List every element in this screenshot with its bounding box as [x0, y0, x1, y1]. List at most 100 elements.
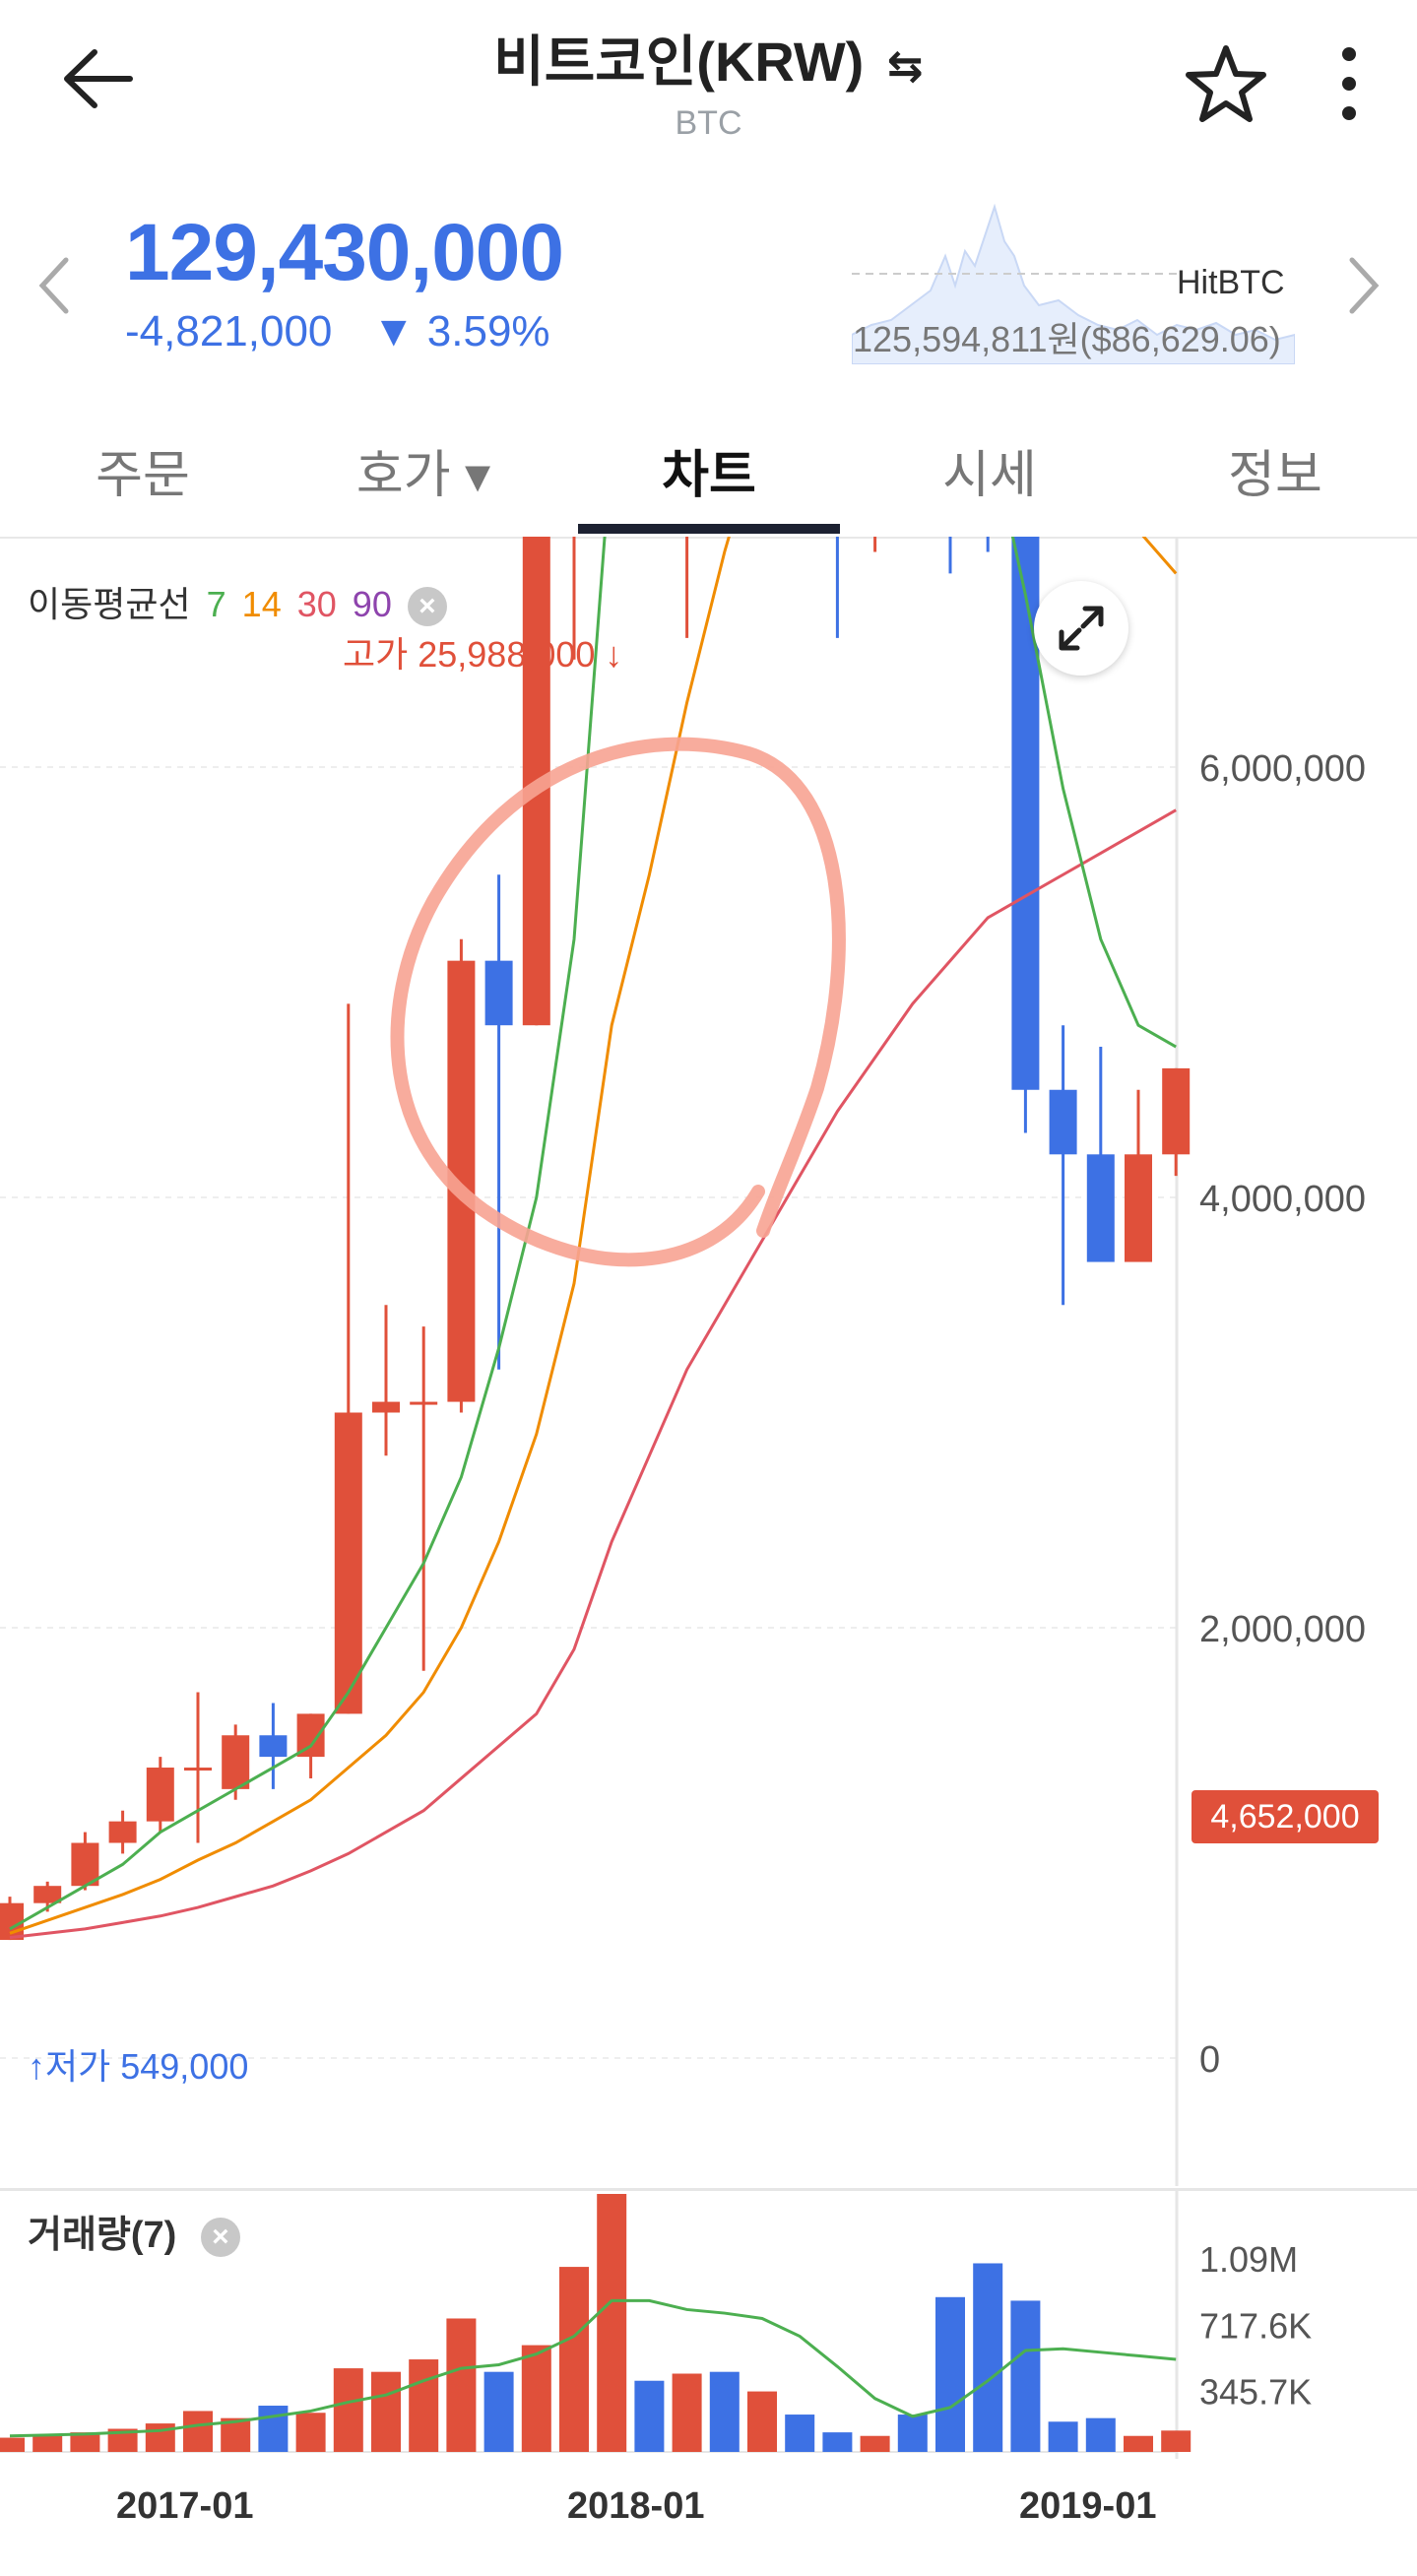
candlestick-chart[interactable]: 28,000,00026,000,00024,000,00022,000,000…	[0, 537, 1417, 2186]
ma7-line	[9, 537, 1177, 1931]
volume-bar	[747, 2391, 777, 2452]
mini-sparkline-chart	[852, 203, 1295, 364]
tab-market-price[interactable]: 시세	[942, 447, 1037, 504]
more-vertical-icon	[1342, 47, 1356, 120]
price-change: -4,821,000	[125, 307, 333, 355]
candle-body	[184, 1768, 212, 1771]
star-icon	[1186, 45, 1266, 122]
ma-legend-label: 이동평균선	[28, 584, 191, 624]
volume-bar	[559, 2267, 589, 2452]
chevron-right-icon	[1349, 257, 1380, 314]
price-change-percent: ▼ 3.59%	[372, 307, 550, 355]
volume-bar	[634, 2380, 665, 2452]
close-icon[interactable]: ×	[407, 587, 447, 627]
candle-body	[334, 1412, 362, 1714]
volume-bar	[785, 2415, 815, 2452]
next-coin-button[interactable]	[1334, 246, 1393, 325]
ma-period-7: 7	[206, 584, 226, 624]
candle-body	[410, 1401, 438, 1405]
coin-symbol: BTC	[675, 104, 742, 142]
volume-bar	[446, 2318, 477, 2452]
volume-bar	[258, 2406, 289, 2452]
volume-bar	[483, 2371, 514, 2452]
volume-tick-label: 1.09M	[1199, 2239, 1298, 2280]
candle-body	[372, 1401, 400, 1413]
volume-bar	[1124, 2435, 1153, 2452]
volume-bar	[860, 2435, 890, 2452]
volume-bar	[107, 2428, 138, 2452]
back-arrow-icon	[64, 49, 133, 108]
volume-bar	[1010, 2300, 1041, 2452]
x-tick-label: 2017-01	[116, 2485, 254, 2527]
volume-bar	[973, 2263, 1003, 2452]
more-menu-button[interactable]	[1310, 30, 1388, 138]
candle-body	[1049, 1089, 1077, 1155]
volume-bar	[597, 2194, 627, 2452]
x-tick-label: 2019-01	[1019, 2485, 1157, 2527]
current-price: 129,430,000	[125, 208, 564, 297]
volume-bar	[1048, 2421, 1078, 2452]
volume-legend-label: 거래량(7)	[28, 2215, 177, 2256]
volume-bar	[295, 2413, 326, 2452]
volume-chart[interactable]: 1.09M 717.6K 345.7K	[0, 2191, 1417, 2459]
back-button[interactable]	[39, 30, 158, 128]
tab-chart[interactable]: 차트	[662, 447, 756, 504]
candle-body	[33, 1886, 62, 1903]
candle-body	[222, 1735, 250, 1789]
moving-average-legend: 이동평균선 7 14 30 90 ×	[28, 576, 453, 627]
volume-bar	[1161, 2430, 1192, 2452]
candle-body	[1086, 1154, 1115, 1262]
last-price-tag: 4,652,000	[1192, 1790, 1379, 1843]
fullscreen-button[interactable]	[1034, 581, 1128, 676]
tab-bar: 주문 호가 ▾ 차트 시세 정보	[0, 394, 1417, 539]
y-tick-label: 4,000,000	[1199, 1179, 1366, 1220]
x-tick-label: 2018-01	[567, 2485, 705, 2527]
y-tick-label: 2,000,000	[1199, 1609, 1366, 1650]
ma30-line	[9, 808, 1177, 1940]
candle-body	[1162, 1067, 1191, 1155]
reference-exchange: HitBTC	[1177, 264, 1285, 301]
volume-legend: 거래량(7) ×	[28, 2204, 240, 2258]
volume-bar	[371, 2371, 401, 2452]
volume-tick-label: 717.6K	[1199, 2305, 1312, 2346]
high-price-annotation: 고가 25,988,000 ↓	[343, 634, 623, 675]
candle-body	[484, 960, 513, 1026]
volume-bar	[70, 2432, 100, 2452]
top-app-bar: 비트코인(KRW) ⇆ BTC	[0, 0, 1417, 162]
chevron-left-icon	[38, 257, 69, 314]
reference-price: 125,594,811원($86,629.06)	[853, 319, 1281, 359]
y-tick-label: 0	[1199, 2039, 1220, 2081]
swap-icon[interactable]: ⇆	[886, 42, 924, 91]
prev-coin-button[interactable]	[25, 246, 84, 325]
annotation-circle	[390, 737, 846, 1267]
y-tick-label: 6,000,000	[1199, 748, 1366, 790]
ma-period-90: 90	[352, 584, 392, 624]
low-price-annotation: ↑저가 549,000	[28, 2046, 249, 2087]
ma-period-14: 14	[241, 584, 282, 624]
volume-bar	[822, 2432, 853, 2452]
tab-orderbook[interactable]: 호가 ▾	[355, 447, 491, 504]
coin-name: 비트코인(KRW)	[493, 31, 865, 93]
volume-bar	[1085, 2417, 1116, 2452]
volume-bar	[709, 2371, 740, 2452]
candle-body	[1125, 1154, 1152, 1262]
candle-body	[71, 1842, 99, 1887]
close-icon[interactable]: ×	[200, 2217, 240, 2257]
active-tab-indicator	[578, 524, 840, 534]
candle-body	[108, 1821, 137, 1843]
expand-icon	[1059, 606, 1104, 651]
candle-body	[259, 1735, 288, 1758]
volume-bar	[183, 2411, 213, 2452]
favorite-button[interactable]	[1172, 30, 1280, 138]
volume-panel	[0, 2188, 1417, 2462]
tab-info[interactable]: 정보	[1228, 447, 1322, 504]
ma-period-30: 30	[296, 584, 337, 624]
candle-body	[146, 1768, 174, 1822]
volume-bar	[672, 2373, 702, 2452]
volume-bar	[32, 2435, 63, 2452]
page-title: 비트코인(KRW) ⇆	[0, 18, 1417, 97]
tab-order[interactable]: 주문	[96, 447, 190, 504]
volume-bar	[521, 2345, 551, 2452]
ma14-line	[9, 537, 1178, 1935]
volume-bar	[897, 2415, 928, 2452]
